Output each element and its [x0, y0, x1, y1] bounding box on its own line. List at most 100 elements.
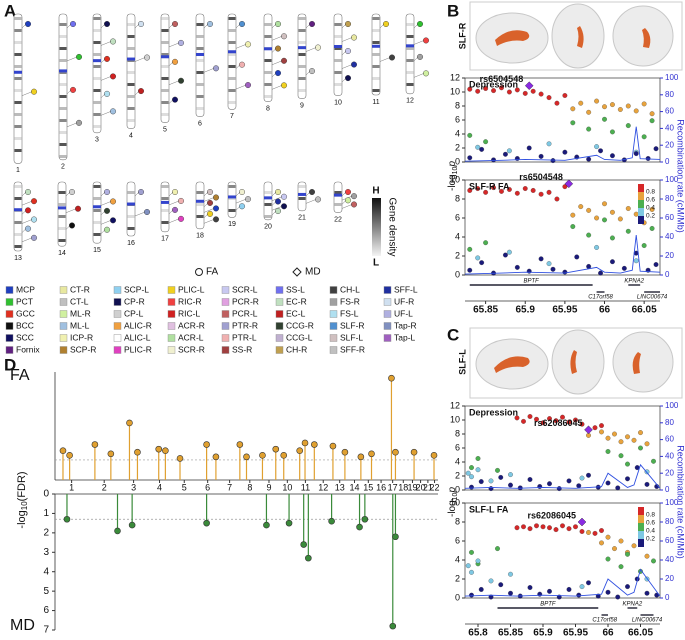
x-tick-label: 7 [227, 482, 232, 492]
y-label-part: -log [447, 500, 458, 517]
snp-point [506, 148, 512, 154]
association-dot [309, 188, 316, 195]
y2-tick-label: 20 [665, 251, 674, 260]
snp-point [638, 445, 643, 451]
association-dot [25, 21, 32, 28]
chromosome [126, 13, 150, 129]
snp-point [467, 86, 473, 92]
ld-tick-label: 0.4 [646, 528, 655, 535]
snp-point [644, 553, 650, 559]
snp-point [479, 146, 485, 152]
y-tick-label: 0 [455, 156, 460, 166]
peak-point [236, 441, 244, 448]
chromosome-band [406, 83, 414, 86]
association-dot [177, 197, 184, 204]
chromosome-band [58, 191, 66, 194]
snp-point [522, 90, 528, 96]
tract-label: CH-R [286, 344, 307, 354]
association-link [21, 228, 27, 233]
x-tick-label: 5 [182, 482, 187, 492]
chromosome-band [59, 107, 67, 110]
chromosome-band [93, 77, 101, 80]
chromosome [58, 13, 82, 161]
snp-point [547, 525, 552, 531]
gene-label: KPNA2 [623, 602, 643, 608]
chromosome-band [14, 89, 22, 92]
association-link [379, 23, 385, 29]
chromosome-band [196, 35, 204, 38]
snp-point [617, 107, 623, 112]
tract-swatch [221, 298, 230, 306]
peak-point [388, 374, 395, 382]
snp-point [625, 434, 630, 440]
association-dot [171, 206, 178, 213]
snp-point [625, 228, 631, 234]
snp-point [514, 415, 520, 421]
snp-point [508, 590, 513, 596]
y-tick-label: 6 [43, 605, 49, 616]
association-link [341, 200, 347, 205]
chromosome-label: 4 [129, 132, 133, 139]
association-link [168, 191, 174, 197]
y-tick-label: 2 [455, 142, 460, 152]
tract-swatch [5, 286, 14, 294]
snp-point [618, 453, 624, 459]
snp-point [526, 268, 532, 274]
association-dot [177, 39, 184, 46]
tract-label: ALIC-L [124, 332, 151, 342]
snp-point [478, 587, 484, 592]
tract-swatch [383, 286, 392, 294]
chromosome-band [298, 53, 306, 56]
tract-label: SLF-L [457, 349, 467, 375]
snp-point [475, 255, 481, 261]
tract-label: ML-R [70, 308, 91, 318]
peak-point [114, 527, 121, 535]
tract-label: PLIC-L [178, 284, 205, 294]
chromosome-band [228, 41, 236, 44]
chromosome-band [14, 125, 22, 128]
tract-label: SCP-R [70, 344, 96, 354]
peak-point [243, 453, 250, 461]
chromosome-label: 7 [230, 113, 234, 120]
y2-tick-label: 100 [665, 401, 679, 410]
chromosome-band [228, 89, 236, 92]
snp-point [605, 534, 611, 540]
association-link [271, 85, 283, 90]
lead-snp [584, 425, 593, 435]
y-tick-label: 8 [455, 193, 460, 203]
association-link [168, 23, 174, 29]
association-link [271, 23, 277, 29]
y2-tick-label: 100 [665, 498, 679, 507]
tract-label: ACR-L [178, 332, 204, 342]
y2-tick-label: 20 [665, 468, 674, 477]
chromosome-band [14, 77, 22, 80]
chromosome-band [264, 95, 272, 98]
tract-swatch [275, 322, 284, 330]
chromosome-band [127, 23, 135, 26]
snp-point [547, 481, 552, 487]
chromosome-band [264, 203, 272, 206]
association-dot [309, 21, 316, 28]
y-tick-label: 8 [455, 100, 460, 110]
tract-label: PTR-L [232, 332, 257, 342]
centromere [14, 70, 22, 74]
tract-swatch [113, 322, 122, 330]
snp-point [467, 132, 473, 138]
association-dot [206, 188, 213, 195]
association-dot [281, 33, 288, 40]
chromosome-band [127, 215, 135, 218]
tract-label: CCG-L [286, 332, 313, 342]
association-link [203, 202, 209, 208]
tract-label: SS-R [232, 344, 252, 354]
tract-label: CCG-R [286, 320, 314, 330]
snp-point [499, 188, 504, 194]
snp-point [554, 196, 560, 202]
chromosome-band [14, 245, 22, 248]
snp-point [547, 588, 552, 594]
gene-label: KPNA2 [624, 279, 644, 285]
association-dot [275, 45, 282, 52]
snp-point [602, 217, 607, 223]
snp-point [599, 423, 604, 429]
chromosome-band [228, 77, 236, 80]
snp-point [538, 153, 544, 159]
